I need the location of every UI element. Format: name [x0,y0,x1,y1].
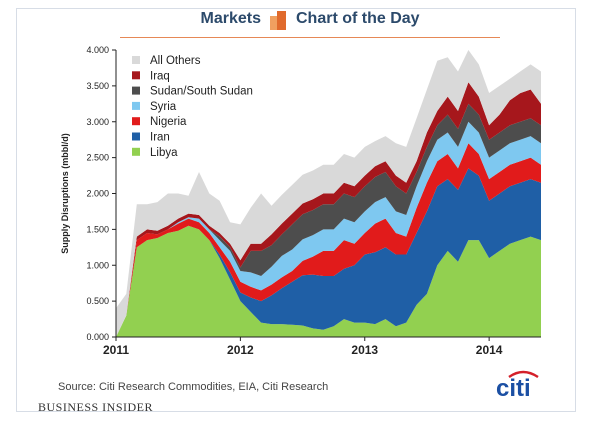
legend-swatch [132,117,140,126]
header-markets-title: Markets [200,10,261,27]
citi-arc-icon [508,370,539,379]
x-tick-group: 2011 2012 2013 2014 [103,337,503,357]
y-tick-label: 0.000 [86,332,109,342]
legend-swatch [132,101,140,110]
x-tick-label: 2014 [476,343,503,357]
x-tick-label: 2012 [227,343,254,357]
chart-of-the-day-logo-icon [270,11,286,30]
y-tick-label: 2.000 [86,189,109,199]
area-iran [116,168,541,337]
area-libya [116,225,541,337]
y-tick-label: 4.000 [86,45,109,55]
y-tick-label: 1.000 [86,260,109,270]
header: Markets Chart of the Day [0,6,591,38]
y-tick-label: 3.500 [86,81,109,91]
citi-logo: citi [496,370,539,398]
legend-label: Sudan/South Sudan [150,86,253,98]
business-insider-credit: BUSINESS INSIDER [38,400,154,414]
y-tick-label: 1.500 [86,224,109,234]
x-tick-label: 2011 [103,343,129,357]
y-axis-label: Supply Disruptions (mbbl/d) [60,133,70,254]
x-tick-label: 2013 [351,343,378,357]
y-tick-label: 3.000 [86,117,109,127]
y-tick-group: 0.000 0.500 1.000 1.500 2.000 2.500 3.000 3.500… [86,45,116,342]
y-tick-label: 2.500 [86,153,109,163]
legend-label: All Others [150,55,201,67]
legend-label: Iraq [150,70,170,82]
legend-swatch [132,56,140,64]
citi-wordmark: citi [496,375,531,398]
legend-swatch [132,71,140,80]
legend-label: Nigeria [150,116,187,128]
legend-swatch [132,147,140,156]
area-sudan-south-sudan [116,103,541,337]
area-layer [116,50,541,337]
source-note: Source: Citi Research Commodities, EIA, … [58,381,329,393]
header-rule [120,37,500,38]
legend: All Others Iraq Sudan/South Sudan Syria Nige… [132,55,253,159]
legend-label: Syria [150,101,177,113]
legend-label: Iran [150,132,170,144]
area-all-others [116,50,541,337]
y-tick-label: 0.500 [86,296,109,306]
legend-label: Libya [150,147,178,159]
chart-frame [16,8,576,412]
area-nigeria [116,143,541,337]
header-chart-of-the-day-title: Chart of the Day [296,10,420,27]
legend-swatch [132,86,140,95]
legend-swatch [132,132,140,141]
